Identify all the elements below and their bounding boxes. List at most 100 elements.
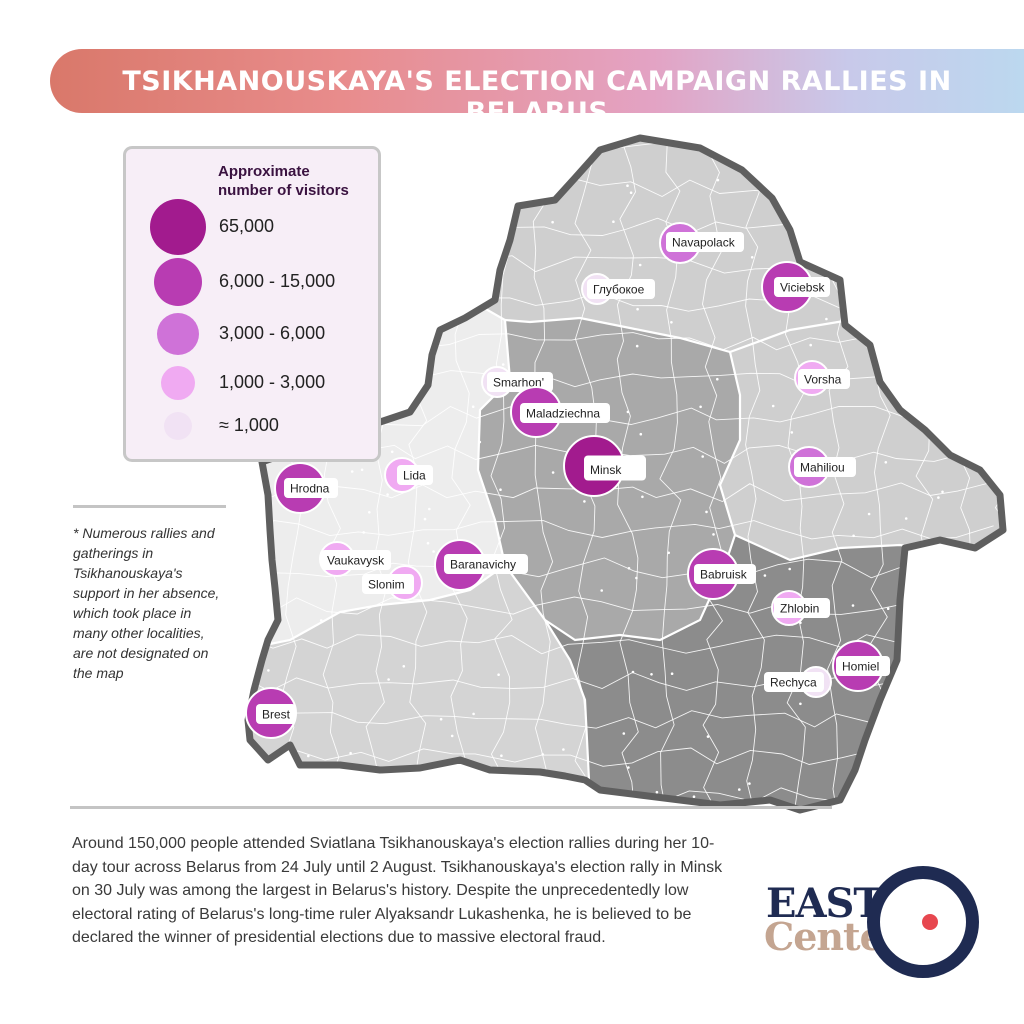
- legend-item: 65,000: [126, 197, 378, 257]
- district-center-dot: [350, 470, 354, 473]
- district-center-dot: [600, 589, 603, 592]
- district-center-dot: [791, 186, 795, 189]
- city-label-background: [798, 369, 850, 389]
- district-center-dot: [712, 533, 715, 536]
- rally-marker: Mahiliou: [788, 446, 856, 488]
- district-center-dot: [307, 754, 310, 758]
- district-center-dot: [852, 186, 856, 189]
- legend-title: Approximate number of visitors: [218, 163, 349, 199]
- rally-marker: Vorsha: [794, 360, 850, 396]
- district-center-dot: [627, 567, 631, 570]
- city-label: Lida: [403, 468, 426, 482]
- district-line: [248, 709, 990, 729]
- legend-box: Approximate number of visitors 65,000 6,0…: [123, 146, 381, 462]
- city-label-background: [256, 704, 296, 724]
- district-center-dot: [387, 678, 390, 681]
- city-label-background: [764, 672, 824, 692]
- district-center-dot: [650, 673, 653, 676]
- district-center-dot: [854, 279, 858, 283]
- description-text: Around 150,000 people attended Sviatlana…: [72, 835, 723, 946]
- city-label: Smarhon': [493, 375, 544, 389]
- legend-label: 3,000 - 6,000: [219, 323, 326, 343]
- district-center-dot: [716, 178, 720, 182]
- city-label-background: [321, 550, 391, 570]
- district-center-dot: [750, 255, 754, 259]
- district-center-dot: [763, 574, 767, 577]
- district-center-dot: [886, 607, 890, 610]
- district-center-dot: [788, 567, 791, 571]
- rally-marker: Vaukavysk: [319, 541, 391, 577]
- district-line: [532, 144, 554, 810]
- district-line: [248, 481, 988, 503]
- legend-item: 1,000 - 3,000: [126, 353, 378, 413]
- district-line: [248, 596, 989, 616]
- district-line: [745, 140, 765, 810]
- rally-marker: Rechyca: [764, 666, 832, 698]
- district-center-dot: [771, 404, 775, 408]
- district-center-dot: [390, 450, 394, 454]
- district-center-dot: [931, 803, 935, 807]
- city-label: Mahiliou: [800, 460, 845, 474]
- city-label: Maladziechna: [526, 406, 600, 420]
- district-center-dot: [428, 507, 431, 511]
- district-center-dot: [471, 405, 475, 409]
- rally-marker: Maladziechna: [510, 386, 610, 438]
- city-label-background: [362, 574, 414, 594]
- district-center-dot: [583, 500, 586, 503]
- city-label: Slonim: [368, 577, 405, 591]
- city-label: Baranavichy: [450, 557, 516, 571]
- district-center-dot: [863, 288, 866, 291]
- district-center-dot: [450, 734, 454, 738]
- rally-marker: Глубокое: [581, 273, 655, 305]
- city-label-background: [584, 455, 646, 481]
- district-center-dot: [426, 541, 430, 545]
- rally-marker: Baranavichy: [434, 539, 528, 591]
- footnote: * Numerous rallies and gatherings in Tsi…: [73, 525, 220, 681]
- district-center-dot: [799, 702, 802, 706]
- district-center-dot: [394, 380, 398, 384]
- district-center-dot: [551, 471, 555, 474]
- district-center-dot: [337, 789, 340, 792]
- city-label-background: [284, 478, 338, 498]
- city-label-background: [774, 277, 830, 297]
- district-center-dot: [971, 176, 975, 180]
- district-center-dot: [432, 550, 435, 553]
- district-center-dot: [541, 753, 544, 756]
- district-center-dot: [499, 488, 502, 492]
- district-line: [248, 557, 986, 579]
- legend-circle-icon: [161, 366, 195, 400]
- district-center-dot: [622, 732, 626, 735]
- city-label: Minsk: [590, 463, 622, 477]
- city-label: Babruisk: [700, 567, 748, 581]
- district-center-dot: [748, 782, 751, 785]
- district-center-dot: [635, 576, 638, 580]
- city-label: Viciebsk: [780, 280, 825, 294]
- legend-item: 3,000 - 6,000: [126, 304, 378, 364]
- city-label-background: [774, 598, 830, 618]
- district-center-dot: [867, 512, 871, 516]
- district-center-dot: [626, 410, 630, 414]
- district-center-dot: [641, 495, 644, 499]
- district-center-dot: [360, 468, 364, 472]
- district-center-dot: [472, 712, 475, 716]
- district-center-dot: [790, 431, 794, 434]
- legend-circle-icon: [164, 412, 192, 440]
- district-center-dot: [626, 184, 629, 187]
- city-label-background: [666, 232, 744, 252]
- district-center-dot: [402, 665, 406, 668]
- city-label-background: [444, 554, 528, 574]
- city-label: Vaukavysk: [327, 553, 385, 567]
- district-center-dot: [655, 790, 659, 794]
- district-center-dot: [667, 551, 670, 555]
- district-center-dot: [497, 673, 500, 676]
- district-center-dot: [478, 440, 482, 444]
- east-center-logo: EAST Center: [760, 860, 990, 980]
- district-center-dot: [636, 307, 639, 311]
- district-center-dot: [391, 150, 394, 153]
- district-center-dot: [925, 613, 929, 616]
- title-banner: TSIKHANOUSKAYA'S ELECTION CAMPAIGN RALLI…: [50, 49, 1024, 128]
- district-center-dot: [508, 179, 512, 183]
- legend-label: 1,000 - 3,000: [219, 372, 326, 392]
- district-center-dot: [738, 788, 741, 791]
- city-label-background: [836, 656, 890, 676]
